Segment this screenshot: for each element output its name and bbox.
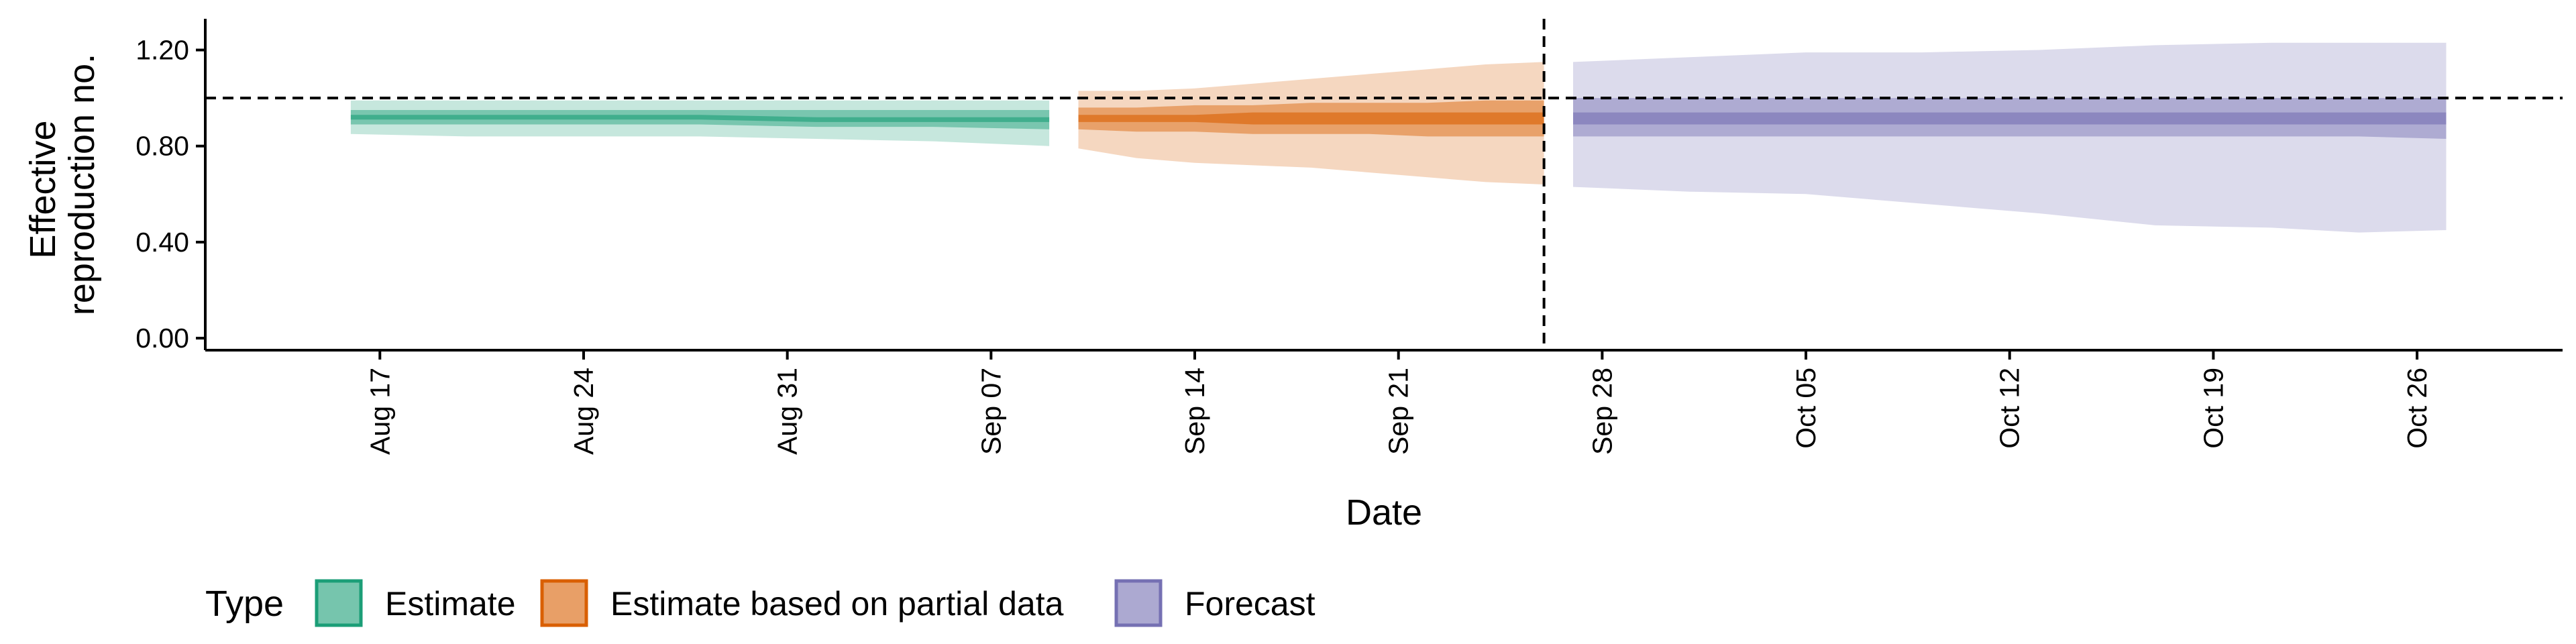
y-tick-label: 0.00 <box>136 323 189 354</box>
y-axis-title-line-1: Effective <box>23 120 63 258</box>
legend-key <box>540 579 588 627</box>
x-tick-label: Aug 24 <box>568 368 599 455</box>
x-ticks: Aug 17 Aug 24 Aug 31 Sep 07 Sep 14 Sep 21 Sep … <box>364 350 2432 455</box>
y-tick-label: 1.20 <box>136 35 189 66</box>
x-tick-label: Sep 07 <box>975 368 1006 455</box>
x-tick-label: Oct 05 <box>1790 368 1821 449</box>
legend-label: Forecast <box>1185 585 1316 623</box>
x-tick-label: Aug 31 <box>772 368 803 455</box>
band-20-series-2 <box>1573 112 2447 125</box>
band-20-series-1 <box>1078 112 1544 125</box>
band-20-series-0 <box>350 115 1050 122</box>
band-90-series-2 <box>1573 42 2447 233</box>
x-tick-label: Sep 14 <box>1179 368 1210 455</box>
y-axis-title: Effective reproduction no. <box>23 54 102 315</box>
axes <box>204 19 2563 352</box>
uncertainty-bands <box>350 42 2447 233</box>
y-tick-label: 0.80 <box>136 131 189 162</box>
legend-title: Type <box>205 584 284 624</box>
x-tick-label: Sep 28 <box>1587 368 1617 455</box>
legend-label: Estimate <box>385 585 516 623</box>
x-axis-title: Date <box>1346 492 1422 533</box>
y-tick-label: 0.40 <box>136 227 189 258</box>
x-tick-label: Sep 21 <box>1383 368 1414 455</box>
y-axis-title-line-2: reproduction no. <box>62 54 102 315</box>
band-50-series-0 <box>350 110 1050 129</box>
legend-items: Estimate Estimate based on partial data Fo… <box>315 579 1316 627</box>
reference-lines <box>205 19 2563 350</box>
y-ticks: 0.00 0.40 0.80 1.20 <box>136 35 205 354</box>
x-tick-label: Oct 12 <box>1994 368 2025 449</box>
x-tick-label: Oct 19 <box>2198 368 2229 449</box>
x-tick-label: Aug 17 <box>364 368 395 455</box>
legend-key <box>1114 579 1163 627</box>
legend-key <box>315 579 363 627</box>
band-90-series-0 <box>350 100 1050 146</box>
legend-label: Estimate based on partial data <box>610 585 1064 623</box>
legend: Type Estimate Estimate based on partial d… <box>205 579 1316 627</box>
x-tick-label: Oct 26 <box>2402 368 2432 449</box>
